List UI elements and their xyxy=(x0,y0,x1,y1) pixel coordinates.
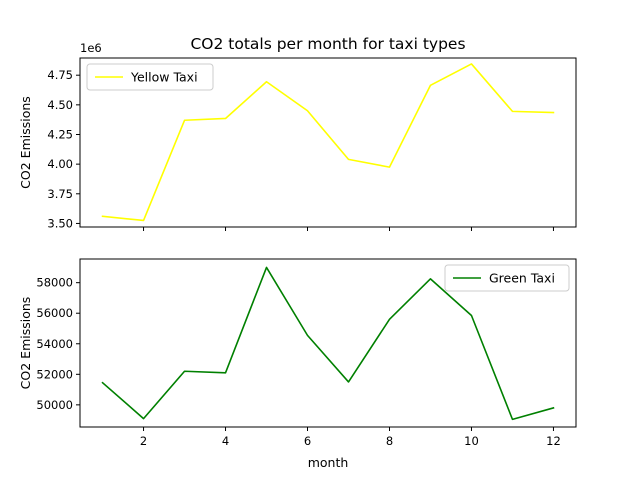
panel-1-y-axis-label: CO2 Emissions xyxy=(18,96,33,189)
panel-2-y-tick-label: 54000 xyxy=(36,337,73,351)
panel-1-legend-box xyxy=(86,63,214,91)
panel-1-y-offset-label: 1e6 xyxy=(80,41,102,55)
panel-2-y-tick-label: 58000 xyxy=(36,276,73,290)
panel-1-y-tick-label: 4.00 xyxy=(47,157,73,171)
panel-1-axes-frame xyxy=(79,57,577,228)
chart-title: CO2 totals per month for taxi types xyxy=(190,35,465,53)
panel-2-legend-box xyxy=(444,264,570,292)
x-axis-label: month xyxy=(308,455,349,470)
panel-2-x-tick-label: 8 xyxy=(386,434,393,448)
panel-1-y-tick-label: 3.75 xyxy=(47,187,73,201)
panel-2-y-tick-label: 56000 xyxy=(36,306,73,320)
panel-1-series-line-1 xyxy=(101,63,555,222)
panel-2-x-tick-label: 2 xyxy=(140,434,147,448)
panel-2-x-tick-label: 6 xyxy=(304,434,311,448)
panel-2-x-tick-label: 4 xyxy=(222,434,229,448)
panel-2-axes-frame xyxy=(79,258,577,428)
panel-2-x-tick-label: 12 xyxy=(546,434,561,448)
panel-2-y-tick-label: 50000 xyxy=(36,398,73,412)
panel-1-y-tick-label: 4.25 xyxy=(47,127,73,141)
panel-2-y-tick-label: 52000 xyxy=(36,367,73,381)
panel-2-y-axis-label: CO2 Emissions xyxy=(18,297,33,390)
panel-1-y-tick-label: 4.50 xyxy=(47,98,73,112)
panel-2-legend-label: Green Taxi xyxy=(489,271,555,286)
panel-2-series-line-1 xyxy=(101,266,555,421)
panel-2-x-tick-label: 10 xyxy=(464,434,479,448)
panel-1-legend-label: Yellow Taxi xyxy=(130,70,198,85)
panel-1-y-tick-label: 3.50 xyxy=(47,216,73,230)
panel-1-y-tick-label: 4.75 xyxy=(47,68,73,82)
